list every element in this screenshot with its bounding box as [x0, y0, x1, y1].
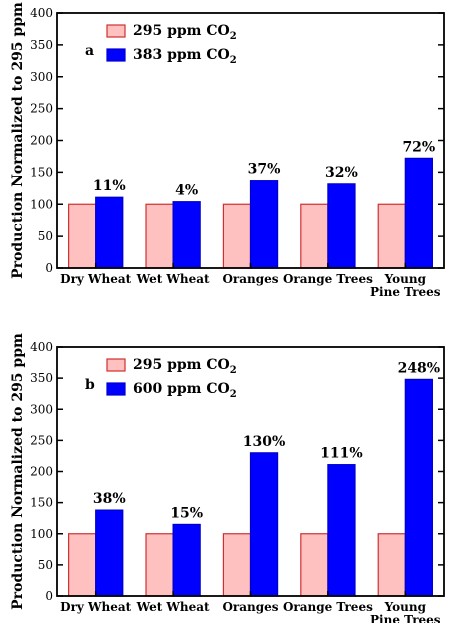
x-tick-label: Pine Trees	[370, 285, 441, 299]
bar-annotation: 32%	[325, 165, 358, 181]
y-tick-label: 350	[30, 38, 53, 52]
bar-baseline	[68, 533, 97, 597]
bar-elevated	[249, 452, 279, 597]
y-tick-label: 0	[45, 261, 53, 275]
plot-frame	[56, 346, 445, 597]
legend-swatch	[106, 24, 126, 38]
bar-baseline	[145, 203, 174, 269]
bar-elevated	[95, 509, 124, 597]
y-tick-label: 350	[30, 371, 53, 385]
bar-baseline	[222, 533, 252, 597]
bar-baseline	[377, 533, 406, 597]
bar-baseline	[377, 203, 406, 269]
y-tick-label: 150	[30, 165, 53, 179]
x-tick-label: Oranges	[222, 600, 278, 614]
legend-label-subscript: 2	[230, 31, 237, 42]
chart-panel-a: 0 50 100 150 200 250 300 350 400 Production Norma…	[10, 2, 445, 299]
y-tick-label: 100	[30, 527, 53, 541]
x-tick-label: Oranges	[222, 272, 278, 286]
y-tick-label: 250	[30, 102, 53, 116]
panel-label: a	[85, 43, 94, 59]
bar-elevated	[249, 180, 279, 269]
legend-label-subscript: 2	[230, 55, 237, 66]
legend-label-main: 295 ppm CO	[133, 357, 230, 373]
y-tick-label: 150	[30, 496, 53, 510]
legend-swatch	[106, 358, 126, 372]
x-tick-label: Dry Wheat	[60, 272, 131, 286]
bar-annotation: 37%	[248, 162, 281, 178]
legend-label: 295 ppm CO2	[133, 23, 237, 42]
bar-elevated	[327, 464, 356, 597]
bar-elevated	[404, 157, 433, 269]
x-tick-label: Wet Wheat	[136, 272, 210, 286]
y-tick-label: 400	[30, 6, 53, 20]
y-tick-label: 0	[45, 589, 53, 603]
bar-baseline	[222, 203, 252, 269]
bar-elevated	[172, 201, 201, 269]
y-tick-label: 400	[30, 340, 53, 354]
y-axis-label: Production Normalized to 295 ppm	[10, 2, 26, 279]
legend-label-main: 383 ppm CO	[133, 47, 230, 63]
y-tick-label: 50	[38, 558, 53, 572]
y-tick-label: 300	[30, 402, 53, 416]
x-tick-label: Orange Trees	[283, 600, 373, 614]
bar-annotation: 72%	[402, 139, 435, 155]
legend-swatch	[106, 48, 126, 62]
x-tick-label: Dry Wheat	[60, 600, 131, 614]
bar-annotation: 4%	[175, 183, 198, 199]
bar-annotation: 38%	[93, 491, 126, 507]
x-tick-label: Young	[384, 600, 427, 614]
legend-label-subscript: 2	[230, 365, 237, 376]
legend-label-main: 600 ppm CO	[133, 381, 230, 397]
panel-label: b	[85, 377, 95, 393]
bar-annotation: 248%	[398, 360, 441, 376]
bar-elevated	[95, 196, 124, 269]
bar-baseline	[300, 203, 329, 269]
chart-panel-b: 0 50 100 150 200 250 300 350 400 Production Norma…	[10, 333, 445, 623]
legend-label: 600 ppm CO2	[133, 381, 237, 400]
bar-baseline	[68, 203, 97, 269]
bar-elevated	[172, 523, 201, 597]
y-tick-label: 200	[30, 465, 53, 479]
legend-label: 383 ppm CO2	[133, 47, 237, 66]
y-tick-label: 50	[38, 229, 53, 243]
x-tick-label: Pine Trees	[370, 613, 441, 623]
bar-baseline	[300, 533, 329, 597]
bar-annotation: 11%	[93, 178, 126, 194]
bar-elevated	[404, 378, 433, 597]
bar-elevated	[327, 183, 356, 269]
x-tick-label: Orange Trees	[283, 272, 373, 286]
bar-annotation: 15%	[170, 505, 203, 521]
x-tick-label: Young	[384, 272, 427, 286]
y-tick-label: 300	[30, 70, 53, 84]
legend-swatch	[106, 382, 126, 396]
y-tick-label: 200	[30, 134, 53, 148]
plot-frame	[56, 12, 445, 269]
bar-annotation: 130%	[243, 434, 286, 450]
legend-label: 295 ppm CO2	[133, 357, 237, 376]
y-axis-label: Production Normalized to 295 ppm	[10, 333, 26, 610]
legend-label-subscript: 2	[230, 389, 237, 400]
y-tick-label: 100	[30, 197, 53, 211]
y-tick-label: 250	[30, 433, 53, 447]
x-tick-label: Wet Wheat	[136, 600, 210, 614]
bar-annotation: 111%	[320, 446, 363, 462]
bar-baseline	[145, 533, 174, 597]
legend-label-main: 295 ppm CO	[133, 23, 230, 39]
